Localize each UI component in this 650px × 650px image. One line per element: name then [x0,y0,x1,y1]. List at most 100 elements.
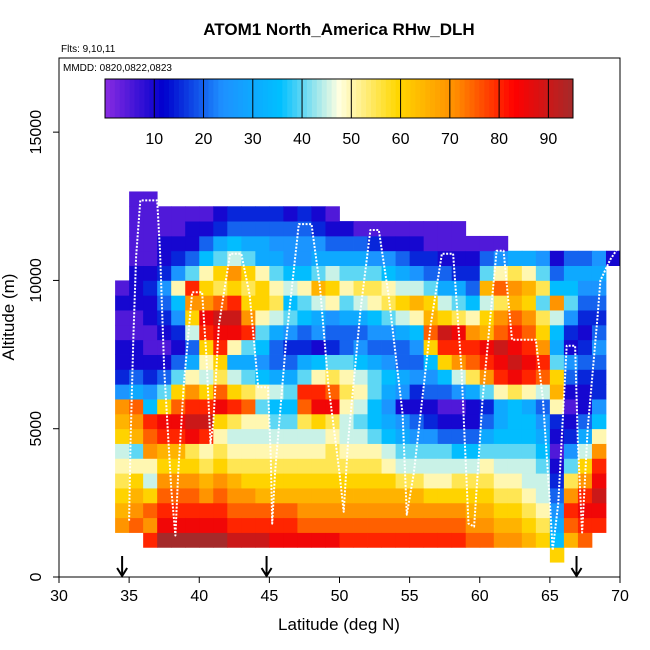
heatmap-cell [395,310,411,326]
colorbar-tick-label: 80 [490,131,508,148]
heatmap-cell [129,488,144,504]
heatmap-cell [143,339,158,355]
heatmap-cell [451,221,467,237]
heatmap-cell [325,221,340,237]
colorbar-swatch [533,79,540,118]
heatmap-cell [465,265,481,281]
heatmap-cell [227,413,242,430]
heatmap-cell [423,532,439,548]
heatmap-cell [213,488,228,504]
heatmap-cell [493,310,509,326]
colorbar-swatch [553,79,559,118]
heatmap-cell [199,502,214,519]
heatmap-cell [535,399,551,415]
y-axis-label: Altitude (m) [0,274,18,361]
heatmap-cell [395,280,411,296]
heatmap-cell [129,473,144,489]
heatmap-cell [479,473,495,489]
heatmap-cell [171,369,186,385]
heatmap-cell [479,428,495,444]
heatmap-cell [591,413,607,430]
heatmap-cell [451,265,467,281]
heatmap-cell [185,235,200,252]
heatmap-cell [437,339,453,355]
heatmap-cell [227,428,242,444]
heatmap-cell [157,532,172,548]
heatmap-cell [297,265,312,281]
heatmap-cell [591,324,607,341]
heatmap-cell [171,206,186,222]
colorbar-swatch [336,79,342,118]
heatmap-cell [283,265,298,281]
heatmap-cell [255,354,270,370]
colorbar-tick-label: 20 [195,131,213,148]
heatmap-cell [269,295,284,311]
heatmap-cell [143,413,158,430]
heatmap-cell [255,250,270,266]
heatmap-cell [577,488,593,504]
heatmap-cell [143,502,158,519]
heatmap-cell [409,221,425,237]
heatmap-cell [423,488,439,504]
heatmap-cell [255,235,270,252]
colorbar-swatch [395,79,402,118]
heatmap-cell [269,265,284,281]
flights-label: Flts: 9,10,11 [61,44,116,55]
colorbar-swatch [528,79,535,118]
heatmap-cell [311,206,326,222]
heatmap-cell [283,280,298,296]
heatmap-cell [535,413,551,430]
heatmap-cell [395,517,411,533]
heatmap-cell [185,473,200,489]
heatmap-cell [465,384,481,400]
heatmap-cell [213,413,228,430]
heatmap-cell [521,354,537,370]
heatmap-cell [143,428,158,444]
heatmap-cell [409,324,425,341]
heatmap-cell [255,369,270,385]
heatmap-cell [395,488,411,504]
heatmap-cell [143,235,158,252]
heatmap-cell [507,369,523,385]
heatmap-cell [185,384,200,400]
colorbar-swatch [331,79,338,118]
heatmap-cell [353,443,368,459]
x-tick-label: 50 [331,588,349,605]
heatmap-cell [437,413,453,430]
heatmap-cell [381,428,396,444]
heatmap-cell [437,399,453,415]
heatmap-cell [507,473,523,489]
heatmap-cell [199,339,214,355]
heatmap-cell [591,502,607,519]
heatmap-cell [479,458,495,474]
heatmap-cell [367,413,382,430]
heatmap-cell [549,369,565,385]
x-tick-label: 35 [120,588,138,605]
heatmap-cell [339,413,354,430]
colorbar-swatch [469,79,475,118]
heatmap-cell [157,206,172,222]
colorbar-swatch [410,79,416,118]
colorbar-swatch [366,79,372,118]
heatmap-cell [171,235,186,252]
heatmap-cell [507,354,523,370]
heatmap-cell [129,310,144,326]
heatmap-cell [549,324,565,341]
heatmap-cell [297,384,312,400]
heatmap-cell [381,354,396,370]
colorbar-swatch [504,79,510,118]
heatmap-cell [115,399,130,415]
x-tick-label: 55 [401,588,419,605]
heatmap-cell [409,354,425,370]
colorbar-swatch [223,79,229,118]
heatmap-cell [185,295,200,311]
heatmap-cell [255,265,270,281]
heatmap-cell [269,428,284,444]
heatmap-cell [577,295,593,311]
colorbar-swatch [494,79,500,118]
heatmap-cell [535,369,551,385]
heatmap-cell [283,443,298,459]
heatmap-cell [269,413,284,430]
heatmap-cell [395,399,411,415]
heatmap-cell [521,443,537,459]
